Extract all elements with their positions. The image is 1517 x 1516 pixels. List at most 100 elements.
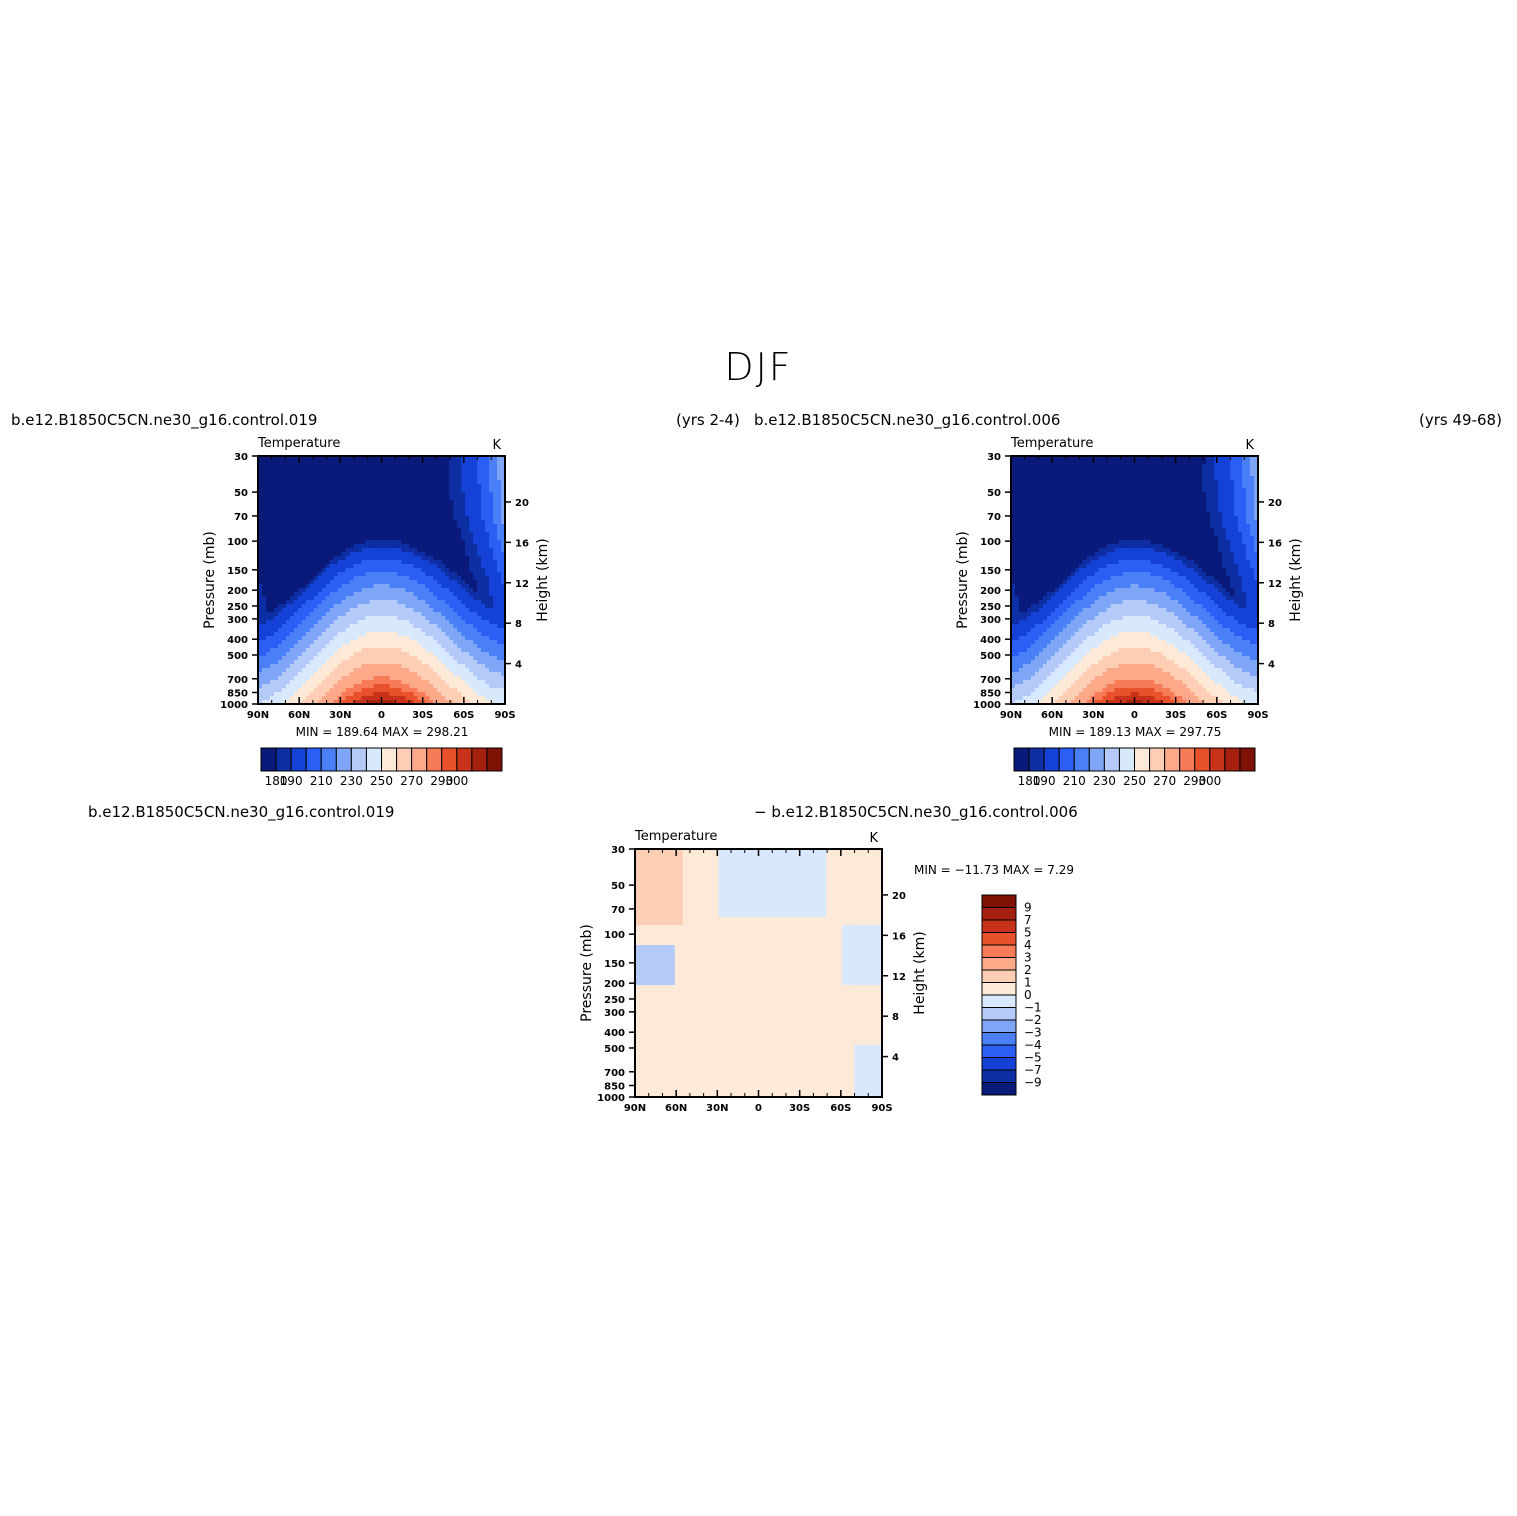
panel1-field-cell [501, 528, 506, 533]
panel2-field-cell [1038, 520, 1044, 525]
panel1-field-cell [281, 524, 287, 529]
panel1-field-cell [353, 640, 359, 645]
panel1-field-cell [493, 588, 498, 593]
panel1-field-cell [365, 484, 371, 489]
panel1-field-cell [477, 456, 482, 461]
panel1-field-cell [497, 588, 502, 593]
panel1-field-cell [329, 640, 335, 645]
panel2-field-cell [1138, 492, 1144, 497]
panel1-field-cell [401, 664, 406, 669]
panel1-field-cell [481, 588, 486, 593]
panel1-field-cell [413, 456, 418, 461]
panel1-field-cell [369, 544, 375, 549]
panel1-field-cell [297, 572, 303, 577]
panel1-field-cell [333, 644, 339, 649]
panel2-field-cell [1054, 456, 1060, 461]
panel1-field-cell [457, 540, 462, 545]
panel1-field-cell [501, 688, 506, 693]
panel1-field-cell [337, 480, 343, 485]
panel2-field-cell [1186, 508, 1191, 513]
panel1-field-cell [417, 500, 422, 505]
panel1-field-cell [437, 568, 442, 573]
panel1-field-cell [297, 696, 303, 701]
panel2-field-cell [1186, 512, 1191, 517]
panel1-field-cell [293, 592, 299, 597]
panel1-field-cell [313, 536, 319, 541]
panel1-field-cell [277, 644, 283, 649]
panel1-field-cell [341, 700, 347, 705]
panel2-field-cell [1178, 500, 1183, 505]
panel1-field-cell [477, 540, 482, 545]
panel1-field-cell [305, 512, 311, 517]
panel1-field-cell [333, 456, 339, 461]
panel1-field-cell [377, 556, 383, 561]
panel2-field-cell [1038, 456, 1044, 461]
panel1-field-cell [501, 500, 506, 505]
panel1-field-cell [493, 688, 498, 693]
panel2-field-cell [1214, 496, 1219, 501]
panel2-field-cell [1126, 492, 1132, 497]
panel1-field-cell [261, 596, 267, 601]
panel1-field-cell [333, 488, 339, 493]
panel2-field-cell [1082, 476, 1088, 481]
panel2-field-cell [1102, 496, 1108, 501]
panel1-field-cell [393, 564, 399, 569]
panel1-field-cell [373, 692, 379, 697]
panel2-field-cell [1066, 520, 1072, 525]
panel1-field-cell [361, 536, 367, 541]
panel1-field-cell [441, 632, 446, 637]
panel1-field-cell [425, 652, 430, 657]
panel2-field-cell [1174, 508, 1179, 513]
panel2-field-cell [1150, 480, 1156, 485]
panel1-field-cell [485, 680, 490, 685]
panel1-field-cell [417, 648, 422, 653]
panel1-field-cell [309, 516, 315, 521]
panel1-field-cell [473, 576, 478, 581]
panel1-field-cell [493, 536, 498, 541]
panel1-field-cell [453, 644, 458, 649]
panel1-field-cell [309, 596, 315, 601]
panel1-field-cell [289, 468, 295, 473]
panel2-field-cell [1230, 460, 1235, 465]
panel1-field-cell [413, 556, 418, 561]
panel1-field-cell [477, 464, 482, 469]
panel1-field-cell [261, 620, 267, 625]
panel2-field-cell [1146, 480, 1152, 485]
panel1-field-cell [501, 680, 506, 685]
panel1-field-cell [501, 612, 506, 617]
panel1-field-cell [313, 560, 319, 565]
panel2-field-cell [1011, 472, 1016, 477]
panel1-field-cell [437, 548, 442, 553]
panel1-field-cell [493, 464, 498, 469]
panel1-field-cell [385, 600, 391, 605]
panel1-field-cell [321, 476, 327, 481]
panel1-field-cell [261, 604, 267, 609]
panel1-field-cell [473, 660, 478, 665]
panel1-field-cell [469, 464, 474, 469]
panel1-field-cell [325, 596, 331, 601]
panel1-field-cell [321, 464, 327, 469]
panel1-field-cell [361, 560, 367, 565]
panel2-field-cell [1186, 496, 1191, 501]
panel1-field-cell [261, 680, 267, 685]
panel2-field-cell [1018, 472, 1024, 477]
panel1-field-cell [341, 572, 347, 577]
panel2-field-cell [1190, 504, 1195, 509]
panel1-field-cell [429, 600, 434, 605]
panel2-field-cell [1118, 472, 1124, 477]
panel1-field-cell [497, 572, 502, 577]
panel1-field-cell [273, 608, 279, 613]
panel1-field-cell [409, 512, 414, 517]
panel1-field-cell [401, 612, 406, 617]
panel1-field-cell [461, 680, 466, 685]
panel1-field-cell [365, 548, 371, 553]
panel1-field-cell [469, 468, 474, 473]
panel1-field-cell [397, 492, 403, 497]
panel2-field-cell [1114, 508, 1120, 513]
panel1-field-cell [477, 692, 482, 697]
panel1-field-cell [441, 576, 446, 581]
panel1-field-cell [377, 464, 383, 469]
panel1-field-cell [357, 592, 363, 597]
panel1-field-cell [345, 560, 351, 565]
panel1-field-cell [473, 480, 478, 485]
